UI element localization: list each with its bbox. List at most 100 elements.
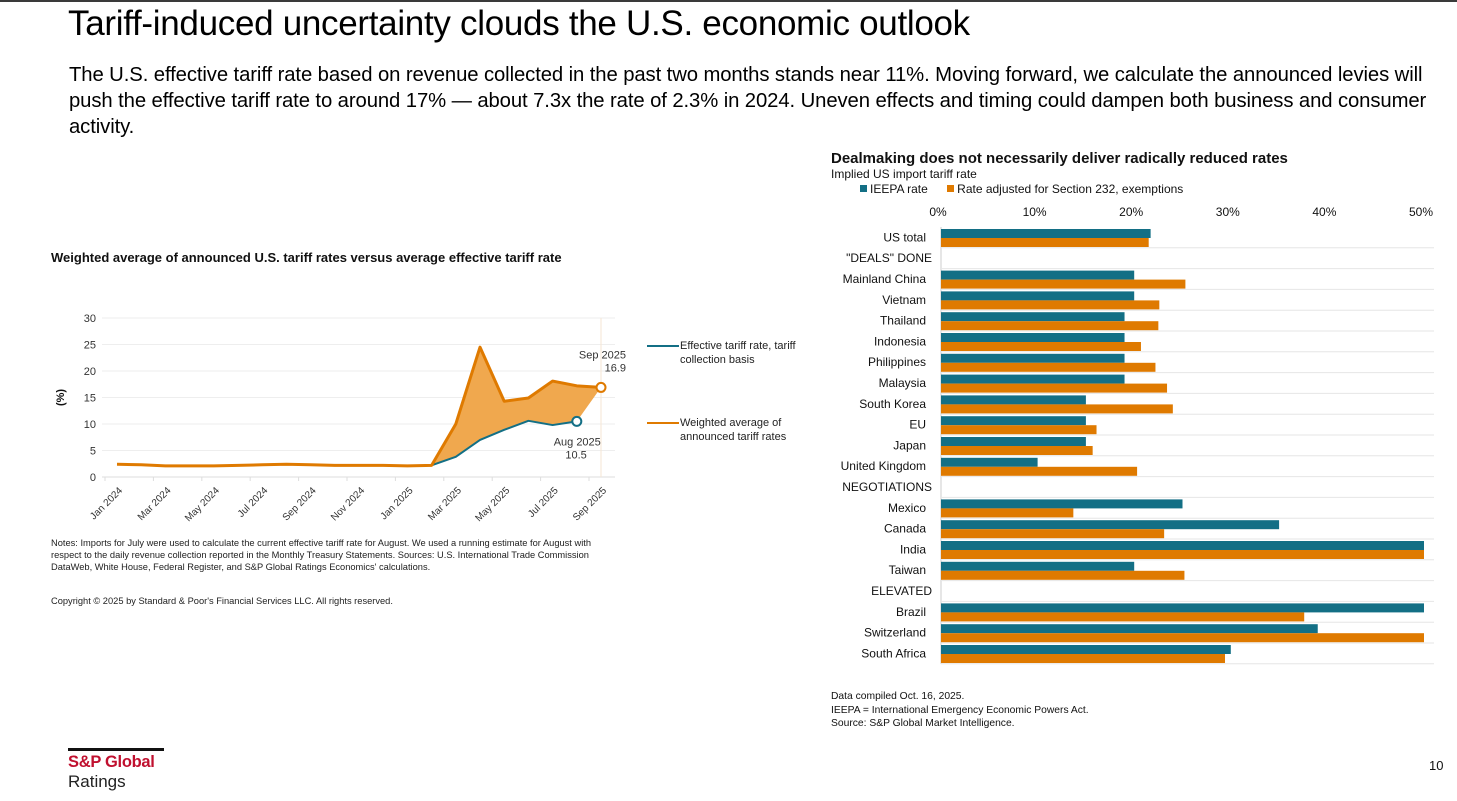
legend-label: Effective tariff rate, tariff collection… — [680, 340, 796, 366]
legend-swatch-orange — [647, 422, 679, 424]
y-tick-label: 20 — [84, 366, 96, 378]
x-tick-label: Sep 2025 — [571, 485, 609, 523]
bar-ieepa — [941, 333, 1125, 342]
bar-ieepa — [941, 374, 1125, 384]
endpoint-marker — [595, 381, 607, 393]
category-label: Malaysia — [879, 376, 927, 390]
x-tick-label: May 2024 — [183, 485, 222, 524]
bar-adjusted — [941, 300, 1160, 310]
x-tick-label: Jul 2024 — [236, 485, 271, 520]
bar-adjusted — [941, 383, 1168, 393]
category-label: United Kingdom — [841, 459, 926, 473]
bar-adjusted — [941, 466, 1138, 476]
group-header-label: "DEALS" DONE — [846, 251, 932, 265]
legend-swatch-teal — [647, 345, 679, 347]
bar-ieepa — [941, 457, 1038, 467]
category-label: Canada — [884, 522, 926, 536]
bar-ieepa — [941, 520, 1280, 530]
x-tick-label: 20% — [1119, 205, 1143, 219]
x-tick-label: 0% — [929, 205, 947, 219]
bar-ieepa — [941, 291, 1135, 301]
bar-ieepa — [941, 645, 1231, 654]
category-label: South Africa — [861, 646, 926, 660]
bar-chart: 0% 10% 20% 30% 40% 50% US total "DEALS" DONE Mai… — [841, 205, 1434, 665]
bar-ieepa — [941, 541, 1424, 550]
group-header-label: NEGOTIATIONS — [842, 480, 932, 494]
category-label: Indonesia — [874, 334, 926, 348]
x-tick-label: Sep 2024 — [281, 485, 319, 523]
bar-adjusted — [941, 446, 1093, 455]
x-tick-label: Mar 2024 — [136, 485, 174, 523]
bar-adjusted — [941, 508, 1074, 518]
logo-bar — [68, 748, 164, 751]
bar-adjusted — [941, 529, 1165, 539]
copyright: Copyright © 2025 by Standard & Poor's Fi… — [51, 596, 393, 606]
bar-ieepa — [941, 499, 1183, 509]
gap-area — [117, 347, 601, 466]
series-line-effective — [116, 419, 577, 467]
bar-ieepa — [941, 561, 1135, 571]
x-tick-label: Jan 2025 — [379, 485, 416, 522]
logo-brand: S&P Global — [68, 753, 155, 771]
legend-swatch-orange — [947, 185, 955, 192]
category-label: India — [900, 542, 926, 556]
note-line: IEEPA = International Emergency Economic… — [831, 704, 1089, 716]
x-tick-label: 40% — [1312, 205, 1336, 219]
x-tick-label: 30% — [1216, 205, 1240, 219]
bar-ieepa — [941, 395, 1086, 405]
y-tick-label: 30 — [84, 313, 96, 325]
bar-adjusted — [941, 550, 1424, 559]
annotation-label: Aug 2025 — [554, 436, 601, 448]
slide-title: Tariff-induced uncertainty clouds the U.… — [68, 4, 970, 43]
category-label: Taiwan — [889, 563, 926, 577]
x-tick-label: Nov 2024 — [329, 485, 367, 523]
category-label: Brazil — [896, 605, 926, 619]
bar-ieepa — [941, 270, 1135, 280]
sp-global-logo: S&P Global Ratings — [68, 748, 164, 791]
legend-label: IEEPA rate — [870, 182, 928, 196]
note-line: Data compiled Oct. 16, 2025. — [831, 691, 965, 702]
legend-item-adjusted: Rate adjusted for Section 232, exemption… — [947, 182, 1183, 196]
y-tick-label: 10 — [84, 419, 96, 431]
bar-ieepa — [941, 229, 1151, 238]
y-tick-label: 5 — [90, 446, 96, 458]
bar-adjusted — [941, 362, 1156, 372]
y-tick-label: 0 — [90, 472, 96, 484]
line-chart-title: Weighted average of announced U.S. tarif… — [51, 250, 562, 265]
annotation-value: 10.5 — [565, 449, 586, 461]
x-tick-label: May 2025 — [473, 485, 512, 524]
bar-chart-title: Dealmaking does not necessarily deliver … — [831, 150, 1288, 167]
legend-label: Weighted average of announced tariff rat… — [680, 417, 787, 443]
x-tick-label: Jul 2025 — [526, 485, 561, 520]
legend-label: Rate adjusted for Section 232, exemption… — [957, 182, 1184, 196]
annotation-value: 16.9 — [605, 362, 626, 374]
category-label: Vietnam — [882, 293, 926, 307]
line-chart: 0 5 10 15 20 25 30 (%) Jan 2024 Mar 2024 May 2024 J… — [55, 313, 626, 524]
bar-adjusted — [941, 425, 1097, 435]
category-label: Switzerland — [864, 626, 926, 640]
category-label: US total — [883, 230, 926, 244]
category-label: Mexico — [888, 501, 926, 515]
bar-ieepa — [941, 437, 1086, 446]
note-line: Source: S&P Global Market Intelligence. — [831, 718, 1015, 729]
bar-chart-notes: Data compiled Oct. 16, 2025. IEEPA = Int… — [831, 690, 1089, 731]
category-label: EU — [909, 418, 926, 432]
bar-adjusted — [941, 342, 1141, 351]
bar-adjusted — [941, 633, 1424, 643]
page-number: 10 — [1429, 758, 1444, 773]
bar-adjusted — [941, 238, 1149, 247]
x-tick-label: Mar 2025 — [426, 485, 464, 523]
bar-chart-legend: IEEPA rate Rate adjusted for Section 232… — [860, 182, 1199, 196]
endpoint-marker — [571, 415, 583, 427]
top-border — [0, 0, 1457, 2]
category-label: Thailand — [880, 314, 926, 328]
bar-adjusted — [941, 279, 1186, 289]
y-tick-label: 15 — [84, 393, 96, 405]
y-axis-label: (%) — [55, 389, 67, 406]
line-chart-notes: Notes: Imports for July were used to cal… — [51, 538, 592, 572]
bar-ieepa — [941, 312, 1125, 322]
x-tick-label: 50% — [1409, 205, 1433, 219]
bar-ieepa — [941, 353, 1125, 363]
category-label: Mainland China — [843, 272, 927, 286]
slide-body-text: The U.S. effective tariff rate based on … — [69, 64, 1427, 138]
